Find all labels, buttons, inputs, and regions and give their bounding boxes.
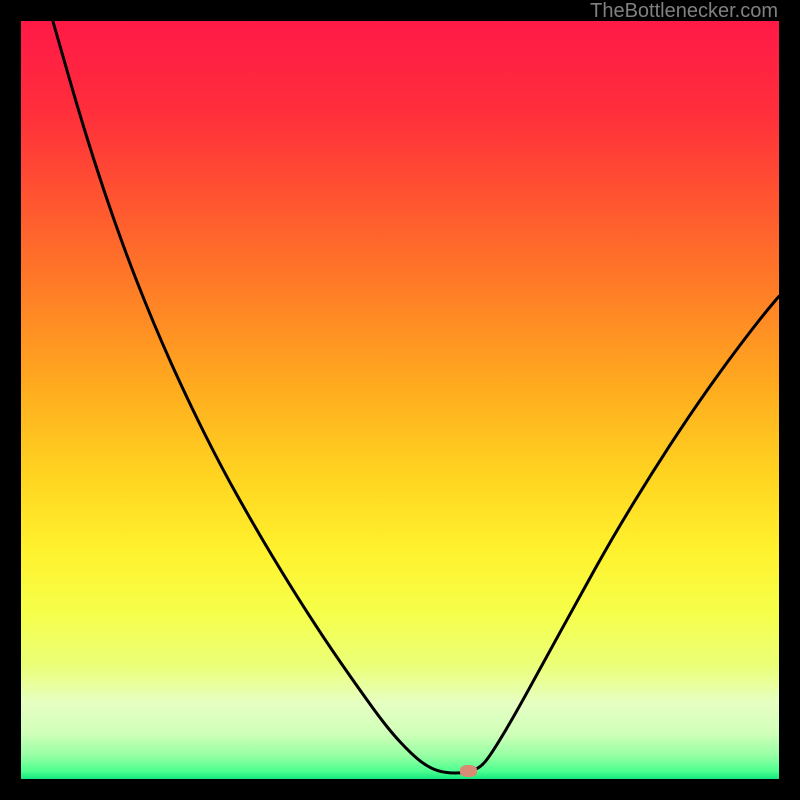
optimal-point-marker — [460, 765, 477, 777]
plot-area — [21, 21, 779, 779]
bottleneck-curve — [21, 21, 779, 779]
chart-container: TheBottlenecker.com — [0, 0, 800, 800]
watermark-text: TheBottlenecker.com — [590, 0, 778, 23]
